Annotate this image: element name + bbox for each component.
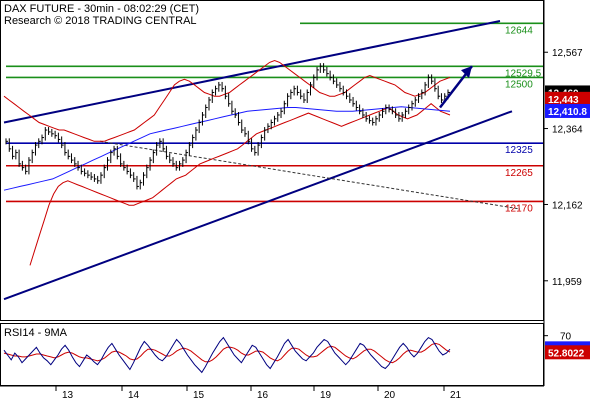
rsi-tag-label: 52.8022 <box>548 348 585 359</box>
x-tick-label: 20 <box>384 390 396 400</box>
price-tag-label: 12,410.8 <box>548 107 587 118</box>
channel-lower-line <box>3 110 513 301</box>
chart-header-copyright: Research © 2018 TRADING CENTRAL <box>4 15 197 27</box>
bollinger-lower-line <box>29 103 451 266</box>
level-label: 12170 <box>505 203 533 214</box>
rsi-title: RSI14 - 9MA <box>4 327 68 339</box>
x-tick-label: 19 <box>320 390 332 400</box>
rsi-panel-frame <box>0 323 544 386</box>
y-tick-label: 12,567 <box>552 48 583 59</box>
y-tick-label: 11,959 <box>552 277 582 288</box>
rsi-ma-line <box>3 342 451 364</box>
level-label: 12500 <box>505 79 533 90</box>
y-tick-label: 12,364 <box>552 125 583 136</box>
price-tag-box <box>545 103 590 118</box>
bollinger-upper-line <box>3 59 451 142</box>
channel-upper-line <box>3 20 501 124</box>
axis-layer: 12,56712,36412,16211,95912,46012,44312,4… <box>0 48 590 400</box>
x-tick-label: 21 <box>450 390 462 400</box>
rsi-plot-layer <box>3 336 451 374</box>
x-tick-label: 13 <box>62 390 74 400</box>
level-label: 12325 <box>505 145 533 156</box>
chart-header-title: DAX FUTURE - 30min - 08:02:29 (CET) <box>4 3 199 15</box>
x-tick-label: 15 <box>193 390 205 400</box>
rsi-y-tick-label: 70 <box>560 332 572 343</box>
rsi-line <box>3 336 451 374</box>
price-tag-box <box>545 91 590 106</box>
y-tick-label: 12,162 <box>552 200 583 211</box>
level-label: 12265 <box>505 168 533 179</box>
main-panel-frame <box>0 0 544 321</box>
level-label: 12529.5 <box>505 68 542 79</box>
long-moving-average-line <box>99 140 521 210</box>
rsi-tag-box <box>545 345 590 360</box>
level-label: 12644 <box>505 25 533 36</box>
x-tick-label: 16 <box>257 390 269 400</box>
forecast-arrow-head <box>461 66 472 79</box>
x-tick-label: 14 <box>128 390 140 400</box>
price-tag-label: 12,443 <box>548 95 579 106</box>
